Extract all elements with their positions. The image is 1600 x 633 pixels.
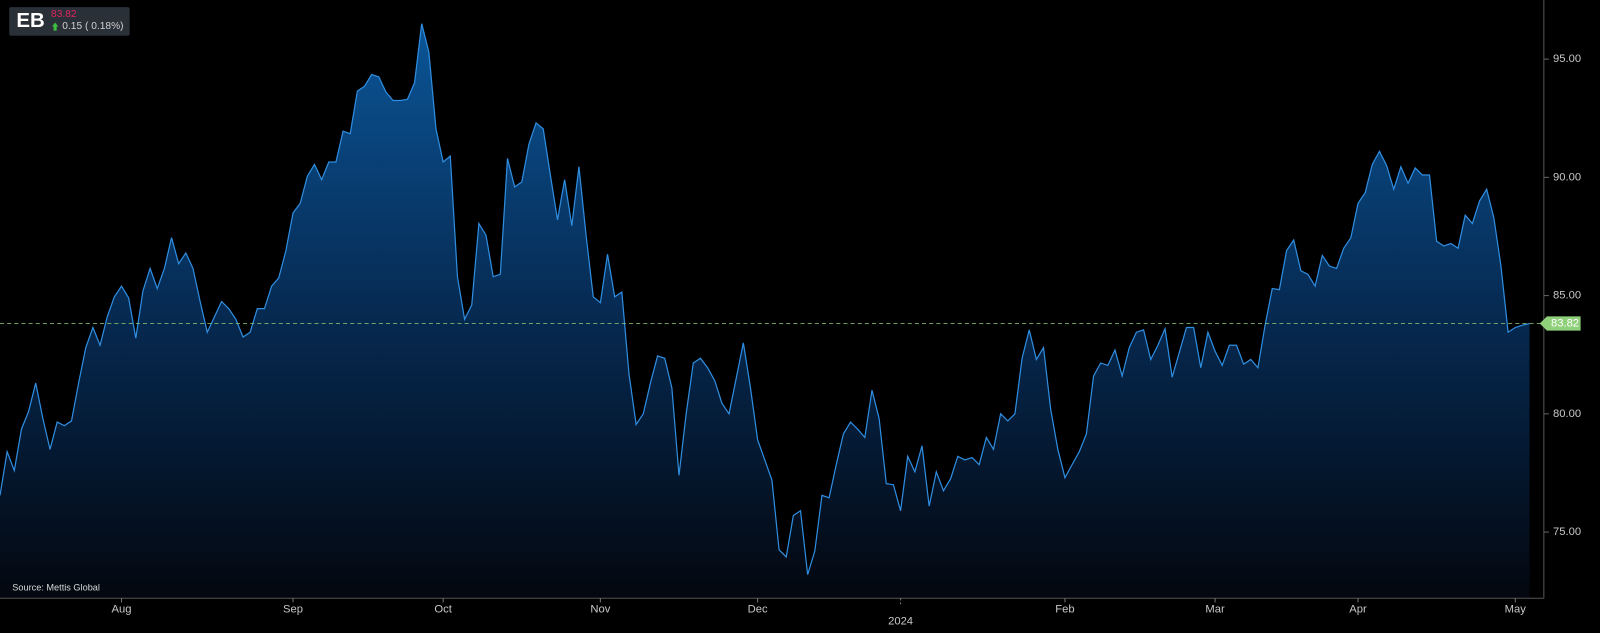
last-price-label: 83.82: [1551, 317, 1579, 329]
header-box: EB 83.82 0.15 ( 0.18%): [9, 7, 130, 36]
y-tick-label: 90.00: [1553, 171, 1581, 183]
x-tick-label: Oct: [434, 603, 452, 615]
price: 83.82: [51, 9, 77, 20]
x-tick-label: May: [1505, 603, 1527, 615]
area: [0, 23, 1530, 599]
x-tick-label: Mar: [1205, 603, 1225, 615]
change: 0.15 ( 0.18%): [62, 21, 123, 32]
up-arrow: [52, 22, 59, 31]
y-tick-label: 85.00: [1553, 290, 1581, 302]
ticker: EB: [16, 10, 44, 32]
x-tick-label: Feb: [1055, 603, 1074, 615]
last-price-tag: [1539, 316, 1581, 331]
x-tick-label: 2024: [888, 616, 913, 628]
y-tick-label: 75.00: [1553, 526, 1581, 538]
x-tick-label: Dec: [748, 603, 768, 615]
x-tick-label: Apr: [1349, 603, 1367, 615]
price-line: [0, 23, 1530, 575]
plot-area: [0, 23, 1530, 599]
y-tick-label: 95.00: [1553, 53, 1581, 65]
x-tick-label: Nov: [590, 603, 610, 615]
header-bg: [9, 7, 130, 36]
y-tick-label: 80.00: [1553, 408, 1581, 420]
x-tick-label: Aug: [112, 603, 132, 615]
source: Source: Mettis Global: [12, 582, 100, 592]
x-tick-label: Sep: [283, 603, 303, 615]
